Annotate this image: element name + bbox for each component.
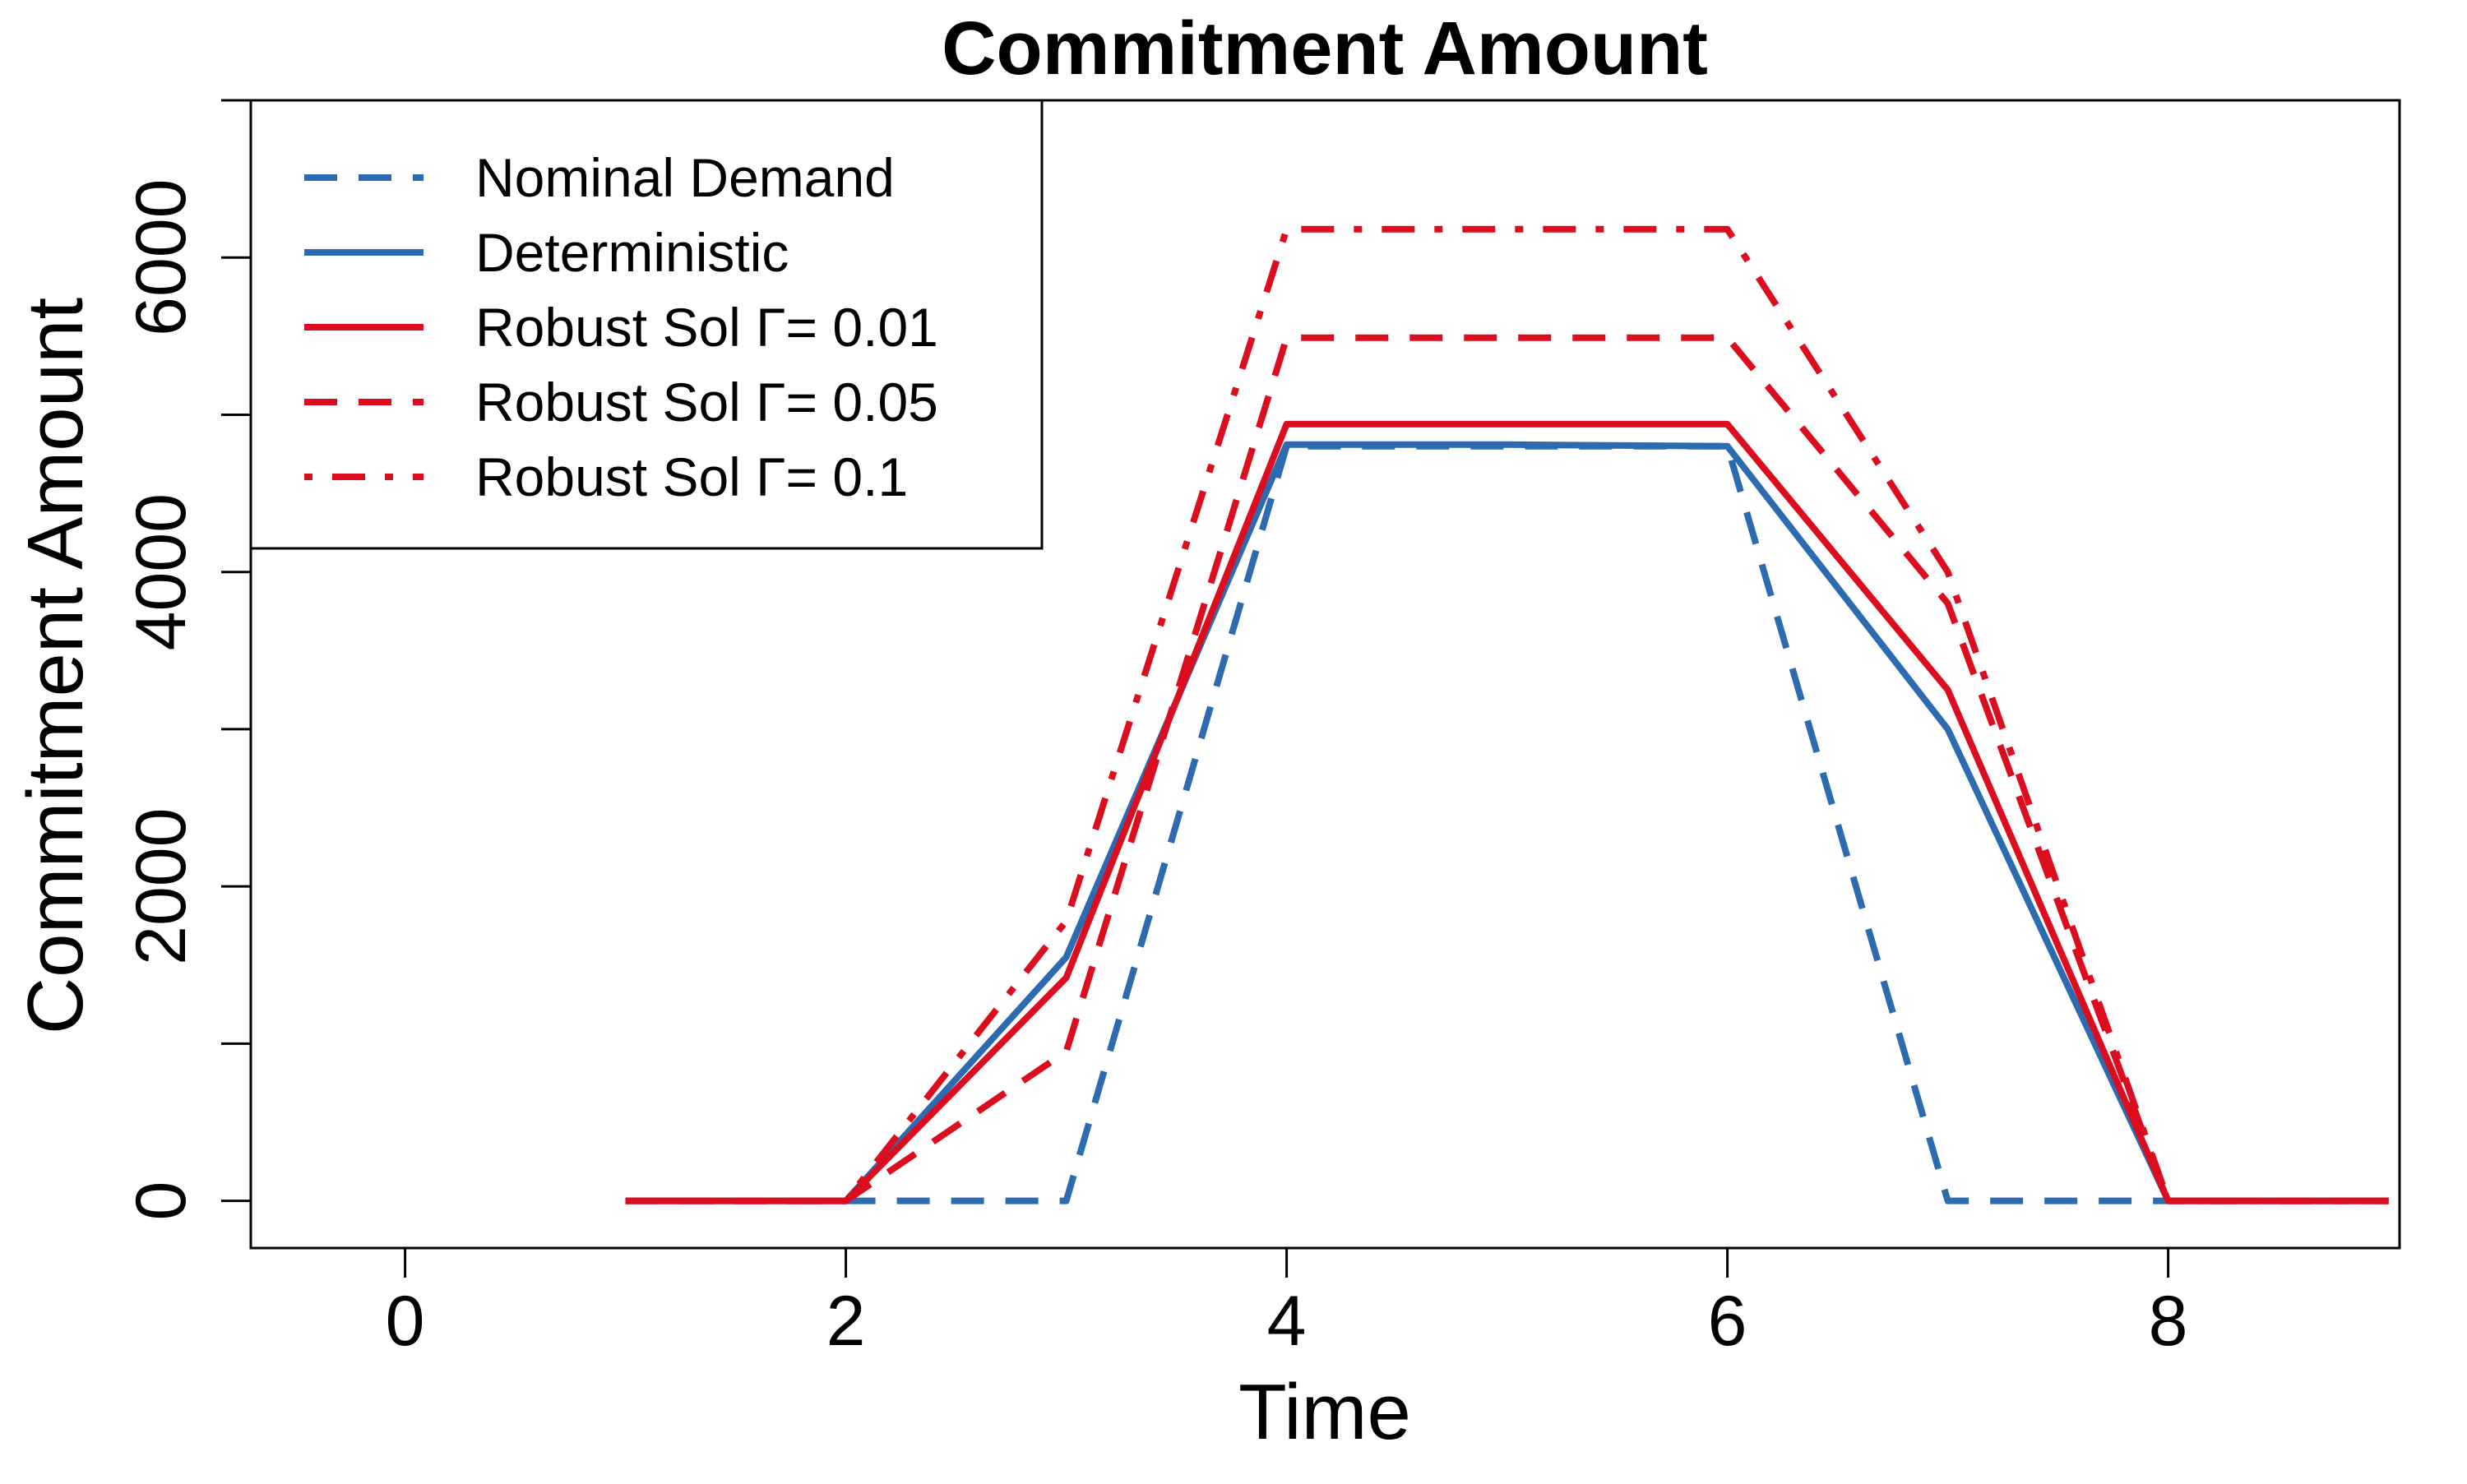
legend-label: Robust Sol Γ= 0.01: [475, 297, 938, 358]
x-axis-label: Time: [1238, 1368, 1411, 1456]
y-axis-label: Commitment Amount: [12, 298, 100, 1034]
y-tick-label: 2000: [122, 808, 201, 965]
y-tick-label: 0: [122, 1181, 201, 1221]
series-line-3: [625, 420, 2389, 1204]
plot-area: [625, 225, 2389, 1204]
axes: 0 2 4 6 8 0 2000 4000 6000: [122, 99, 2401, 1361]
x-tick-label: 0: [386, 1282, 425, 1361]
legend: Nominal Demand Deterministic Robust Sol Γ=…: [249, 99, 1044, 550]
y-tick-label: 4000: [122, 493, 201, 650]
series-line-4: [625, 334, 2389, 1204]
chart-title: Commitment Amount: [942, 7, 1708, 90]
y-tick-label: 6000: [122, 179, 201, 336]
series-line-1: [625, 442, 2389, 1204]
x-tick-label: 2: [826, 1282, 866, 1361]
x-tick-label: 8: [2149, 1282, 2188, 1361]
legend-label: Nominal Demand: [475, 147, 895, 208]
legend-label: Robust Sol Γ= 0.1: [475, 446, 908, 507]
x-tick-label: 6: [1708, 1282, 1747, 1361]
series-line-2: [625, 441, 2389, 1204]
legend-label: Deterministic: [475, 222, 789, 283]
plot-frame: [249, 99, 2401, 1250]
legend-label: Robust Sol Γ= 0.05: [475, 372, 938, 432]
x-tick-label: 4: [1267, 1282, 1307, 1361]
